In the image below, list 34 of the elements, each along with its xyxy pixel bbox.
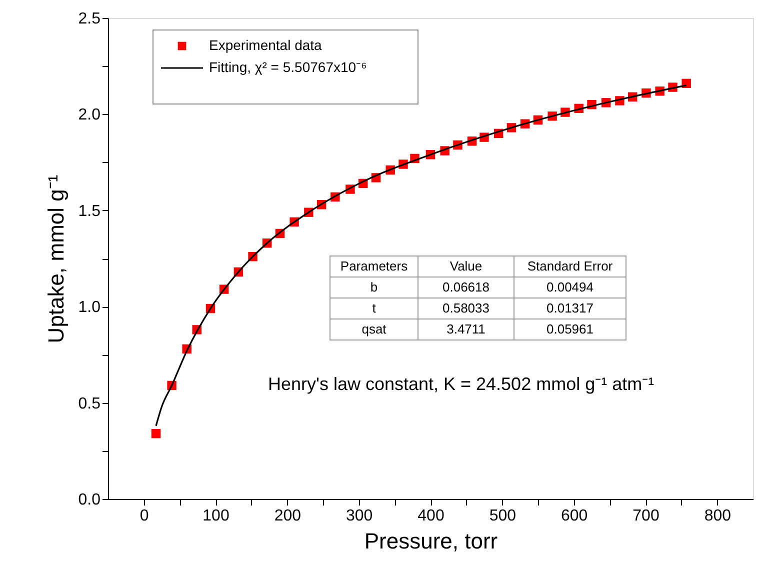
x-tick-label: 600 [560, 508, 588, 524]
x-tick-label: 0 [140, 508, 149, 524]
annotation: 0.01317 [546, 300, 594, 316]
point [151, 428, 161, 438]
y-axis-title: Uptake, mmol g⁻¹ [43, 174, 68, 344]
y-tick-label: 1.0 [78, 299, 101, 316]
annotation: t [372, 300, 376, 316]
x-tick-label: 300 [346, 508, 373, 524]
annotation: 0.05961 [546, 322, 594, 336]
annotation: qsat [362, 322, 387, 336]
x-tick-label: 400 [418, 508, 444, 524]
x-tick-label: 200 [274, 508, 302, 524]
y-tick-label: 2.0 [78, 106, 101, 124]
y-tick-label: 0.0 [78, 492, 101, 508]
annotation: Value [450, 258, 482, 274]
legend-label: Experimental data [209, 37, 322, 53]
annotation: Standard Error [527, 258, 614, 274]
annotation: Henry's law constant, K = 24.502 mmol g⁻¹ atm⁻¹ [268, 374, 654, 394]
x-tick-label: 100 [202, 508, 230, 524]
y-tick-label: 1.5 [78, 202, 101, 220]
x-axis-title: Pressure, torr [364, 528, 498, 554]
annotation: b [370, 280, 378, 294]
annotation: 0.00494 [546, 280, 594, 294]
annotation: 3.4711 [446, 322, 486, 336]
x-tick-label: 500 [489, 508, 516, 524]
x-tick-label: 700 [632, 508, 660, 524]
y-tick-label: 2.5 [78, 10, 101, 28]
x-tick-label: 800 [704, 508, 732, 524]
y-tick-label: 0.5 [78, 395, 101, 412]
annotation: 0.58033 [442, 300, 490, 316]
annotation: 0.06618 [442, 280, 490, 294]
legend-label: Fitting, χ² = 5.50767x10⁻⁶ [209, 59, 367, 75]
point [682, 78, 691, 88]
annotation: Parameters [340, 258, 408, 274]
